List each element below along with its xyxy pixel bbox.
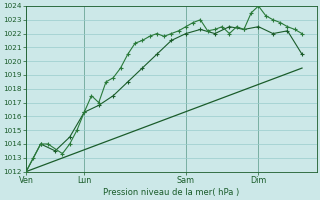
X-axis label: Pression niveau de la mer( hPa ): Pression niveau de la mer( hPa ) [103, 188, 239, 197]
